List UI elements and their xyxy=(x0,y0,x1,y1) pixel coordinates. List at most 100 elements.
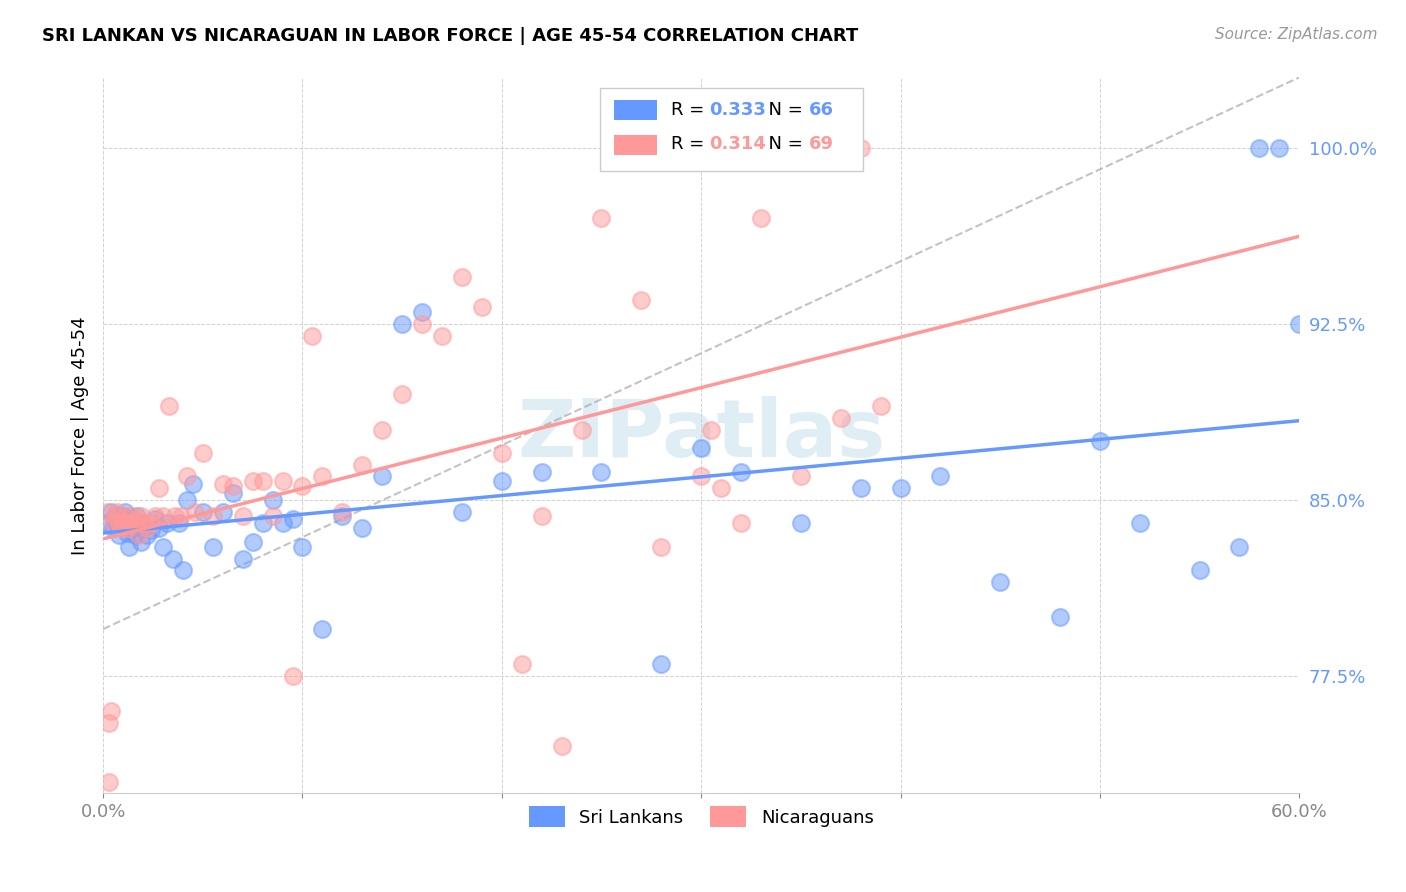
Legend: Sri Lankans, Nicaraguans: Sri Lankans, Nicaraguans xyxy=(522,799,882,834)
Point xyxy=(201,540,224,554)
Point xyxy=(849,481,872,495)
Point xyxy=(157,399,180,413)
Point xyxy=(281,669,304,683)
Point xyxy=(262,509,284,524)
Point xyxy=(710,481,733,495)
Text: R =: R = xyxy=(671,135,710,153)
Point xyxy=(118,516,141,531)
Point xyxy=(271,474,294,488)
Point xyxy=(252,474,274,488)
Point xyxy=(430,328,453,343)
Point xyxy=(124,516,146,531)
Point xyxy=(201,509,224,524)
Point xyxy=(136,528,159,542)
Point xyxy=(371,469,394,483)
Point xyxy=(176,492,198,507)
Point xyxy=(929,469,952,483)
Point xyxy=(122,521,145,535)
Point xyxy=(281,512,304,526)
Point xyxy=(115,525,138,540)
Point xyxy=(152,540,174,554)
Point xyxy=(211,505,233,519)
Point xyxy=(790,469,813,483)
Point xyxy=(391,387,413,401)
Point xyxy=(163,509,186,524)
Point xyxy=(98,715,121,730)
FancyBboxPatch shape xyxy=(614,135,657,154)
Point xyxy=(790,516,813,531)
Point xyxy=(1049,610,1071,624)
Point xyxy=(129,509,152,524)
Point xyxy=(391,317,413,331)
Point xyxy=(1188,563,1211,577)
Point xyxy=(830,410,852,425)
Point xyxy=(105,505,128,519)
Point xyxy=(222,479,245,493)
Point xyxy=(1249,141,1271,155)
Point xyxy=(550,739,572,754)
Point xyxy=(120,509,142,524)
Point xyxy=(184,505,207,519)
Point xyxy=(100,505,122,519)
Point xyxy=(115,521,138,535)
Point xyxy=(176,469,198,483)
Point xyxy=(128,528,150,542)
Point xyxy=(98,774,121,789)
Text: SRI LANKAN VS NICARAGUAN IN LABOR FORCE | AGE 45-54 CORRELATION CHART: SRI LANKAN VS NICARAGUAN IN LABOR FORCE … xyxy=(42,27,859,45)
Point xyxy=(191,505,214,519)
Point xyxy=(124,528,146,542)
Point xyxy=(129,535,152,549)
Point xyxy=(1229,540,1251,554)
Point xyxy=(411,305,433,319)
Text: Source: ZipAtlas.com: Source: ZipAtlas.com xyxy=(1215,27,1378,42)
Point xyxy=(100,704,122,718)
Point xyxy=(120,512,142,526)
Point xyxy=(222,486,245,500)
Point xyxy=(591,211,613,226)
Point xyxy=(530,509,553,524)
Point xyxy=(650,540,672,554)
Point xyxy=(114,505,136,519)
Point xyxy=(132,516,155,531)
Point xyxy=(148,481,170,495)
Point xyxy=(1129,516,1152,531)
Point xyxy=(114,509,136,524)
Point xyxy=(650,657,672,672)
Point xyxy=(105,516,128,531)
Point xyxy=(242,535,264,549)
Text: 0.314: 0.314 xyxy=(710,135,766,153)
Point xyxy=(1268,141,1291,155)
Point xyxy=(162,551,184,566)
Point xyxy=(104,509,127,524)
Point xyxy=(451,505,474,519)
Point xyxy=(571,423,593,437)
Point xyxy=(411,317,433,331)
Point xyxy=(110,521,132,535)
Point xyxy=(311,469,333,483)
Point xyxy=(108,516,131,531)
Point xyxy=(122,516,145,531)
Point xyxy=(690,469,713,483)
Point xyxy=(167,516,190,531)
Point xyxy=(170,509,193,524)
Point xyxy=(112,509,135,524)
Point xyxy=(1088,434,1111,449)
FancyBboxPatch shape xyxy=(599,88,863,170)
Point xyxy=(700,423,723,437)
Point xyxy=(262,492,284,507)
Point xyxy=(630,293,652,308)
Point xyxy=(101,521,124,535)
Point xyxy=(242,474,264,488)
Point xyxy=(311,622,333,636)
Point xyxy=(471,301,494,315)
Point xyxy=(510,657,533,672)
Point xyxy=(591,465,613,479)
Point xyxy=(730,516,752,531)
Point xyxy=(671,141,693,155)
Point xyxy=(291,540,314,554)
Point xyxy=(143,509,166,524)
Point xyxy=(172,563,194,577)
Text: R =: R = xyxy=(671,101,710,119)
Point xyxy=(232,509,254,524)
Point xyxy=(849,141,872,155)
